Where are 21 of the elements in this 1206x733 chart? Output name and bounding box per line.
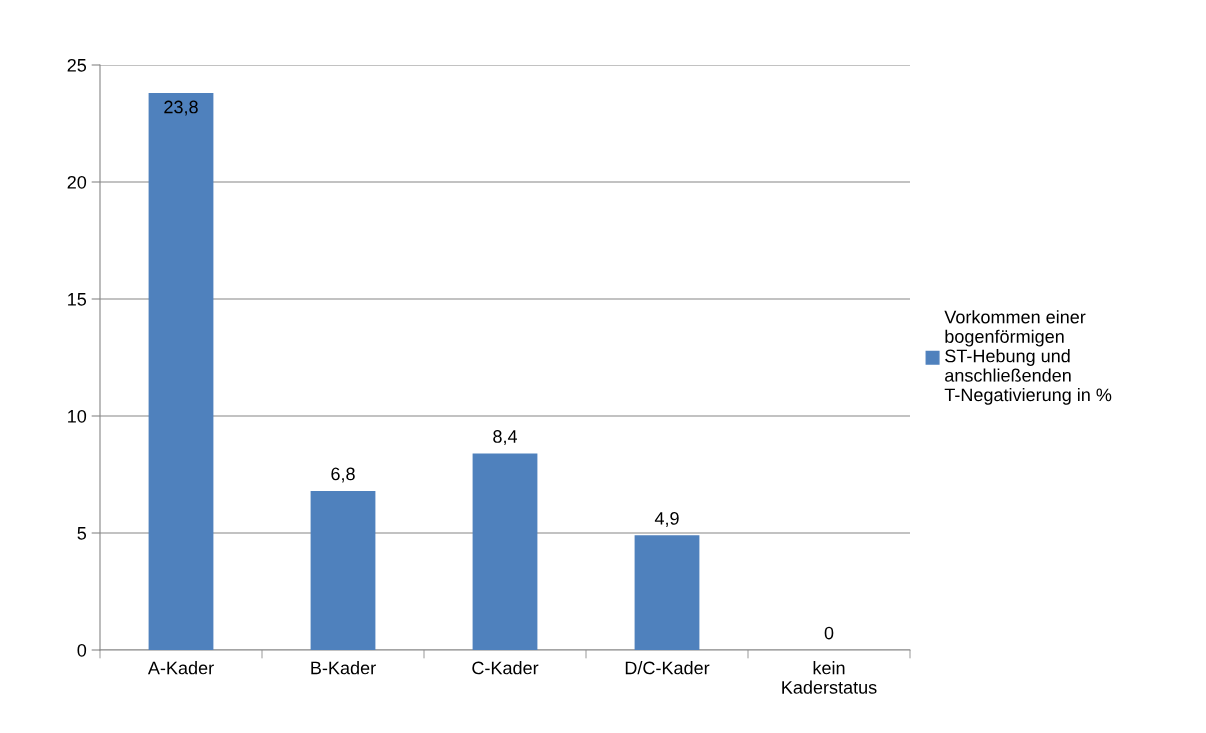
data-label: 23,8 — [164, 100, 198, 116]
bar — [148, 93, 214, 650]
bar — [472, 453, 538, 650]
x-tick-label: B-Kader — [311, 661, 376, 675]
data-label: 8,4 — [493, 430, 518, 445]
y-tick-label: 0 — [77, 643, 87, 657]
bar — [310, 490, 376, 650]
bar — [634, 535, 700, 650]
x-tick-label: D/C-Kader — [625, 661, 710, 675]
legend-label: Vorkommen einer bogenförmigen ST-Hebung und anschließenden T-Negativierung in % — [944, 310, 1112, 405]
y-tick-label: 5 — [77, 527, 87, 540]
x-tick-label: kein Kaderstatus — [782, 661, 877, 694]
data-label: 6,8 — [331, 467, 355, 483]
data-label: 4,9 — [654, 511, 679, 527]
x-tick-label: C-Kader — [472, 661, 539, 675]
x-tick-label: A-Kader — [147, 661, 214, 675]
y-tick-label: 10 — [68, 409, 87, 423]
y-tick-label: 25 — [67, 58, 87, 72]
y-tick-label: 20 — [67, 175, 87, 189]
y-tick-label: 15 — [68, 293, 87, 306]
data-label: 0 — [824, 626, 834, 640]
